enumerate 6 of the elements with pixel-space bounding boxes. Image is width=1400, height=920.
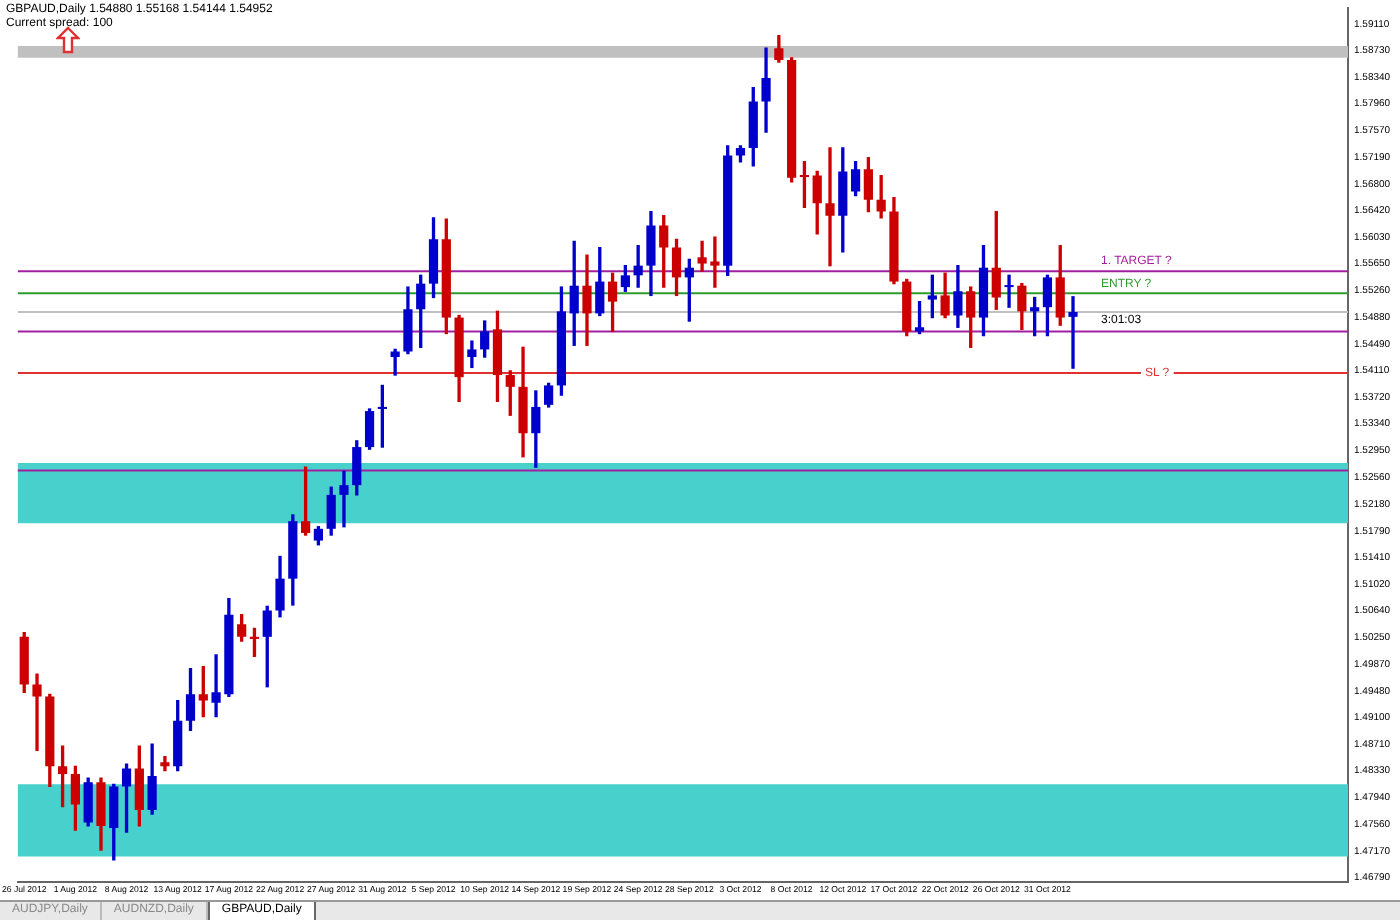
candlestick [825,147,835,267]
candlestick [633,244,643,288]
candlestick [1068,296,1078,369]
candlestick [1004,274,1014,308]
candlestick [339,470,349,528]
candlestick [32,673,42,752]
